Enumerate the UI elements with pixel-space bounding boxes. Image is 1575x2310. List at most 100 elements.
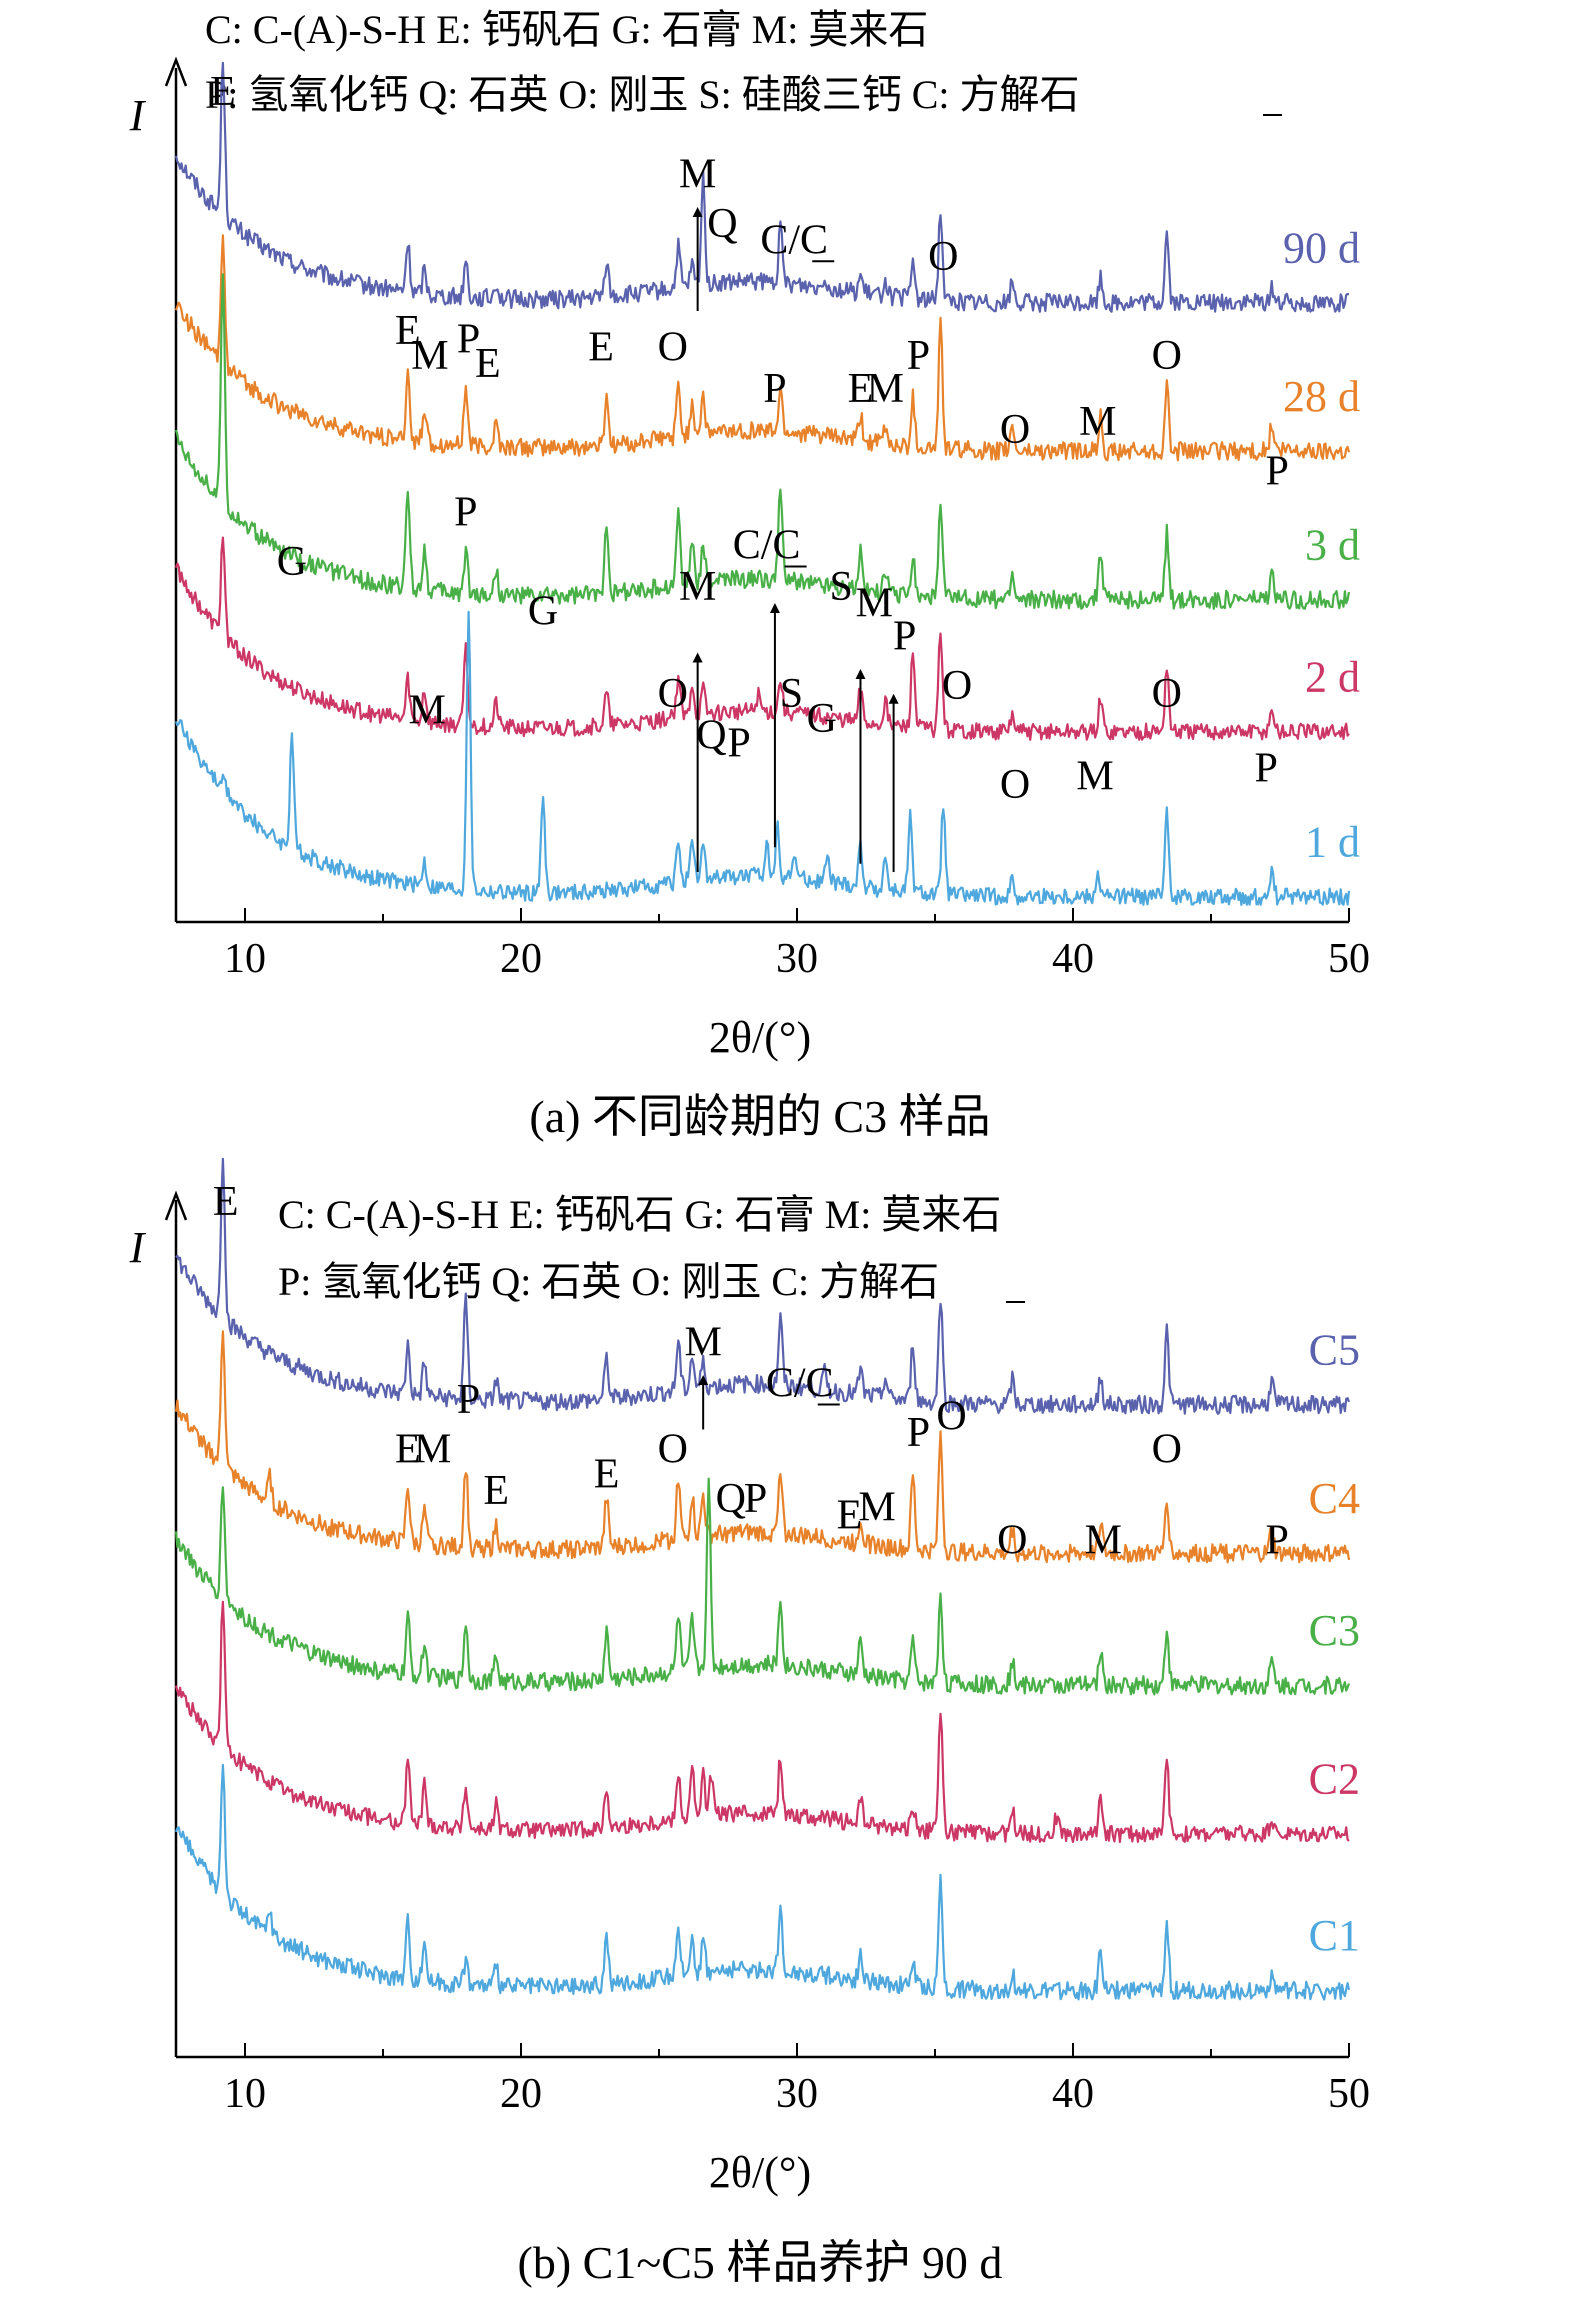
series-line-3-d: [174, 273, 1351, 610]
peak-label-o: O: [1152, 333, 1182, 379]
peak-label-o: O: [997, 1517, 1027, 1563]
peak-label-c-c: C/C: [760, 217, 828, 263]
peak-label-p: P: [457, 1377, 480, 1423]
series-label-3-d: 3 d: [1305, 520, 1360, 569]
x-ticks: 10 20 30 40 50: [224, 908, 1370, 982]
panel-b-series: C5 C4 C3 C2 C1: [174, 1157, 1360, 2001]
series-line-c5: [175, 1157, 1351, 1415]
panel-a: C: C-(A)-S-H E: 钙矾石 G: 石膏 M: 莫来石 P: 氢氧化钙…: [129, 7, 1370, 1142]
peak-label-e: E: [210, 69, 236, 115]
peak-label-m: M: [684, 1319, 721, 1365]
peak-label-p: P: [744, 1476, 767, 1522]
peak-label-s: S: [780, 671, 803, 717]
series-label-28-d: 28 d: [1283, 372, 1360, 421]
panel-a-axes: I 2θ/(°) 10 20 30 40 50: [129, 56, 1370, 1062]
peak-label-m: M: [408, 688, 445, 734]
peak-label-e: E: [588, 325, 614, 371]
series-label-1-d: 1 d: [1305, 817, 1360, 866]
x-tick-label: 10: [224, 2071, 266, 2117]
peak-label-o: O: [1152, 671, 1182, 717]
y-axis-label: I: [129, 91, 147, 140]
x-tick-label: 40: [1052, 2071, 1094, 2117]
peak-label-e: E: [213, 1179, 239, 1225]
series-line-c1: [174, 1763, 1351, 2001]
x-tick-label: 10: [224, 936, 266, 982]
peak-label-e: E: [483, 1468, 509, 1514]
peak-label-s: S: [829, 564, 852, 610]
peak-label-q: Q: [707, 201, 737, 247]
peak-label-o: O: [1000, 762, 1030, 808]
series-label-2-d: 2 d: [1305, 652, 1360, 701]
peak-label-e: E: [475, 341, 501, 387]
peak-label-o: O: [928, 234, 958, 280]
y-axis-label: I: [129, 1223, 147, 1272]
peak-label-o: O: [1000, 407, 1030, 453]
peak-label-m: M: [858, 1484, 895, 1530]
series-label-c2: C2: [1309, 1754, 1360, 1803]
peak-label-m: M: [1085, 1517, 1122, 1563]
peak-label-q: Q: [696, 712, 726, 758]
peak-label-p: P: [1266, 448, 1289, 494]
panel-a-caption: (a) 不同龄期的 C3 样品: [529, 1091, 990, 1142]
series-line-28-d: [174, 234, 1351, 462]
x-tick-label: 40: [1052, 936, 1094, 982]
y-axis-arrow: [164, 1190, 188, 1221]
peak-label-g: G: [277, 539, 307, 585]
peak-label-m: M: [414, 1427, 451, 1473]
peak-label-p: P: [1266, 1517, 1289, 1563]
x-ticks: 10 20 30 40 50: [224, 2043, 1370, 2117]
peak-label-q: Q: [716, 1476, 746, 1522]
panel-b-legend-line1: C: C-(A)-S-H E: 钙矾石 G: 石膏 M: 莫来石: [278, 1192, 1001, 1237]
peak-label-e: E: [395, 308, 421, 354]
peak-label-p: P: [907, 1410, 930, 1456]
panel-b-caption: (b) C1~C5 样品养护 90 d: [518, 2237, 1003, 2288]
peak-label-g: G: [807, 696, 837, 742]
peak-label-p: P: [727, 721, 750, 767]
series-line-90-d: [174, 61, 1350, 313]
panel-a-series: 90 d 28 d 3 d 2 d 1 d: [174, 61, 1360, 906]
peak-label-c-c: C/C: [733, 523, 801, 569]
panel-b: C: C-(A)-S-H E: 钙矾石 G: 石膏 M: 莫来石 P: 氢氧化钙…: [129, 1157, 1370, 2288]
peak-label-e: E: [837, 1493, 863, 1539]
peak-label-o: O: [658, 671, 688, 717]
series-line-2-d: [174, 536, 1350, 741]
x-axis-label: 2θ/(°): [709, 2148, 811, 2197]
peak-label-p: P: [457, 316, 480, 362]
peak-label-m: M: [856, 580, 893, 626]
x-tick-label: 20: [500, 936, 542, 982]
peak-label-m: M: [411, 333, 448, 379]
series-label-c3: C3: [1309, 1606, 1360, 1655]
peak-label-p: P: [454, 490, 477, 536]
peak-label-p: P: [907, 333, 930, 379]
x-tick-label: 50: [1328, 2071, 1370, 2117]
peak-label-o: O: [936, 1394, 966, 1440]
series-label-c1: C1: [1309, 1911, 1360, 1960]
peak-label-m: M: [1076, 754, 1113, 800]
x-tick-label: 20: [500, 2071, 542, 2117]
series-line-c4: [174, 1330, 1351, 1564]
series-line-c2: [174, 1600, 1350, 1844]
peak-label-m: M: [1079, 399, 1116, 445]
peak-label-o: O: [942, 663, 972, 709]
peak-label-p: P: [1255, 745, 1278, 791]
panel-a-legend-line1: C: C-(A)-S-H E: 钙矾石 G: 石膏 M: 莫来石: [205, 7, 928, 52]
peak-label-e: E: [594, 1451, 620, 1497]
peak-label-m: M: [679, 151, 716, 197]
panel-b-axes: I 2θ/(°) 10 20 30 40 50: [129, 1190, 1370, 2197]
peak-label-o: O: [658, 325, 688, 371]
series-label-c4: C4: [1309, 1474, 1360, 1523]
series-line-c3: [174, 1477, 1351, 1696]
series-label-90-d: 90 d: [1283, 223, 1360, 272]
series-line-1-d: [174, 610, 1351, 906]
panel-a-legend-line2: P: 氢氧化钙 Q: 石英 O: 刚玉 S: 硅酸三钙 C: 方解石: [205, 72, 1080, 117]
peak-label-m: M: [679, 564, 716, 610]
peak-label-p: P: [763, 366, 786, 412]
peak-label-o: O: [1152, 1427, 1182, 1473]
peak-label-p: P: [893, 613, 916, 659]
peak-label-e: E: [395, 1427, 421, 1473]
panel-a-legend: C: C-(A)-S-H E: 钙矾石 G: 石膏 M: 莫来石 P: 氢氧化钙…: [205, 7, 1282, 117]
x-tick-label: 30: [776, 936, 818, 982]
